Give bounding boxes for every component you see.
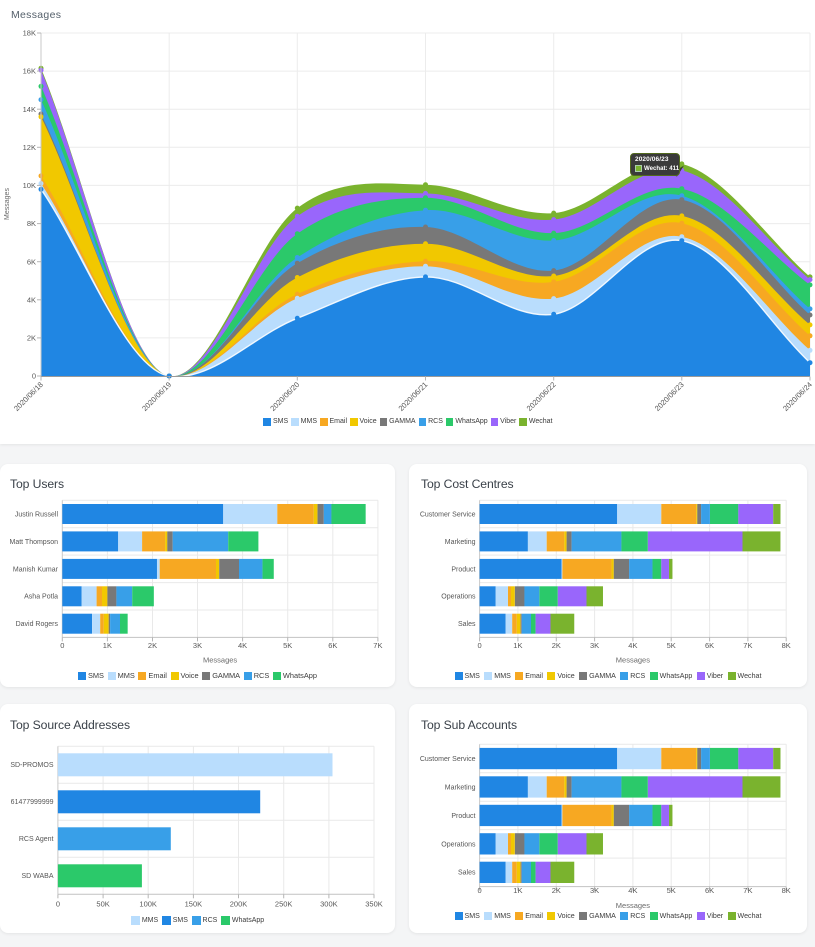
- svg-text:4K: 4K: [628, 640, 637, 649]
- svg-text:Marketing: Marketing: [445, 784, 476, 791]
- svg-text:5K: 5K: [283, 640, 292, 649]
- svg-text:5K: 5K: [667, 885, 676, 894]
- svg-text:2K: 2K: [552, 885, 561, 894]
- svg-text:1K: 1K: [103, 640, 112, 649]
- svg-text:Messages: Messages: [203, 655, 237, 664]
- svg-text:2020/06/23: 2020/06/23: [653, 380, 686, 413]
- svg-text:Manish Kumar: Manish Kumar: [13, 566, 59, 573]
- svg-text:Product: Product: [451, 566, 475, 573]
- svg-text:2020/06/18: 2020/06/18: [12, 380, 45, 413]
- svg-text:3K: 3K: [590, 640, 599, 649]
- svg-text:2020/06/22: 2020/06/22: [525, 380, 558, 413]
- svg-text:2020/06/20: 2020/06/20: [268, 380, 301, 413]
- svg-text:8K: 8K: [782, 885, 791, 894]
- svg-text:Messages: Messages: [4, 188, 11, 220]
- svg-text:14K: 14K: [23, 105, 36, 114]
- svg-text:8K: 8K: [27, 219, 36, 228]
- svg-text:4K: 4K: [628, 885, 637, 894]
- svg-text:SD WABA: SD WABA: [21, 873, 53, 880]
- svg-text:Product: Product: [451, 812, 475, 819]
- svg-text:18K: 18K: [23, 29, 36, 38]
- svg-text:Sales: Sales: [458, 621, 476, 628]
- svg-text:12K: 12K: [23, 143, 36, 152]
- svg-text:0: 0: [32, 372, 36, 381]
- svg-text:61477999999: 61477999999: [11, 799, 54, 806]
- svg-text:2020/06/19: 2020/06/19: [140, 380, 173, 413]
- svg-text:6K: 6K: [328, 640, 337, 649]
- svg-text:Justin Russell: Justin Russell: [15, 511, 59, 518]
- svg-text:1K: 1K: [513, 640, 522, 649]
- svg-text:16K: 16K: [23, 67, 36, 76]
- svg-text:2K: 2K: [27, 334, 36, 343]
- svg-text:1K: 1K: [513, 885, 522, 894]
- svg-text:Customer Service: Customer Service: [420, 756, 476, 763]
- svg-text:Operations: Operations: [441, 841, 476, 848]
- svg-text:Marketing: Marketing: [445, 538, 476, 545]
- svg-text:0: 0: [56, 899, 60, 908]
- svg-text:2020/06/21: 2020/06/21: [397, 380, 430, 413]
- svg-text:0: 0: [60, 640, 64, 649]
- svg-text:0: 0: [478, 885, 482, 894]
- svg-text:3K: 3K: [193, 640, 202, 649]
- svg-text:100K: 100K: [139, 899, 157, 908]
- svg-text:Messages: Messages: [616, 900, 650, 909]
- svg-text:300K: 300K: [320, 899, 338, 908]
- svg-text:David Rogers: David Rogers: [16, 621, 59, 628]
- svg-text:7K: 7K: [373, 640, 382, 649]
- svg-text:350K: 350K: [365, 899, 383, 908]
- svg-text:150K: 150K: [185, 899, 203, 908]
- svg-text:5K: 5K: [667, 640, 676, 649]
- svg-text:2K: 2K: [552, 640, 561, 649]
- svg-text:50K: 50K: [96, 899, 109, 908]
- svg-text:7K: 7K: [743, 885, 752, 894]
- svg-text:Customer Service: Customer Service: [420, 511, 476, 518]
- svg-text:Matt Thompson: Matt Thompson: [9, 538, 58, 545]
- svg-text:Messages: Messages: [616, 655, 650, 664]
- svg-text:3K: 3K: [590, 885, 599, 894]
- svg-text:Operations: Operations: [441, 593, 476, 600]
- svg-text:6K: 6K: [27, 257, 36, 266]
- svg-text:Sales: Sales: [458, 869, 476, 876]
- svg-text:2K: 2K: [148, 640, 157, 649]
- svg-text:10K: 10K: [23, 181, 36, 190]
- svg-text:250K: 250K: [275, 899, 293, 908]
- svg-text:4K: 4K: [27, 295, 36, 304]
- svg-text:0: 0: [478, 640, 482, 649]
- svg-text:4K: 4K: [238, 640, 247, 649]
- svg-text:200K: 200K: [230, 899, 248, 908]
- svg-text:6K: 6K: [705, 885, 714, 894]
- svg-text:8K: 8K: [782, 640, 791, 649]
- svg-text:RCS Agent: RCS Agent: [19, 836, 54, 843]
- svg-text:2020/06/24: 2020/06/24: [781, 380, 814, 413]
- svg-text:6K: 6K: [705, 640, 714, 649]
- svg-text:7K: 7K: [743, 640, 752, 649]
- svg-text:Asha Potla: Asha Potla: [24, 593, 58, 600]
- svg-text:SD-PROMOS: SD-PROMOS: [10, 762, 54, 769]
